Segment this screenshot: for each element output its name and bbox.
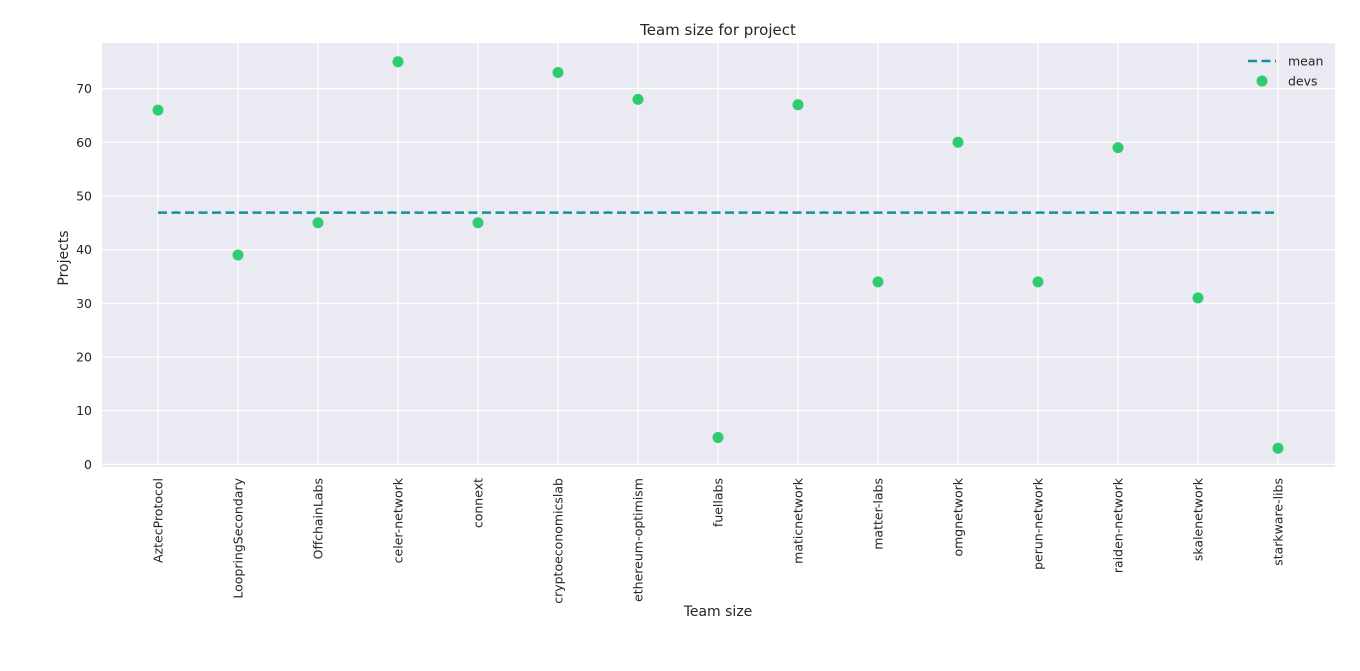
data-point (152, 104, 164, 116)
data-point (952, 136, 964, 148)
data-point (312, 217, 324, 229)
y-tick-label: 0 (84, 457, 92, 472)
y-tick-label: 30 (76, 296, 92, 311)
x-tick-label: raiden-network (1111, 477, 1126, 573)
data-point (712, 431, 724, 443)
x-tick-label: matter-labs (871, 478, 886, 550)
x-tick-label: starkware-libs (1271, 478, 1286, 566)
x-tick-label: maticnetwork (791, 477, 806, 564)
x-tick-label: perun-network (1031, 477, 1046, 570)
x-tick-label: OffchainLabs (311, 478, 326, 559)
data-point (792, 99, 804, 111)
y-tick-label: 40 (76, 242, 92, 257)
y-tick-label: 50 (76, 188, 92, 203)
x-tick-label: cryptoeconomicslab (551, 478, 566, 604)
data-point (232, 249, 244, 261)
legend-mean-label: mean (1288, 54, 1323, 69)
legend: mean devs (1248, 54, 1323, 89)
devs-series (152, 56, 1284, 454)
data-point (1112, 142, 1124, 154)
legend-devs-label: devs (1288, 74, 1318, 89)
data-point (472, 217, 484, 229)
data-point (632, 93, 644, 105)
x-tick-label: fuellabs (711, 478, 726, 527)
chart-title: Team size for project (639, 21, 796, 39)
y-tick-label: 20 (76, 349, 92, 364)
data-point (392, 56, 404, 68)
x-tick-label: skalenetwork (1191, 477, 1206, 561)
data-point (1192, 292, 1204, 304)
x-tick-label: LoopringSecondary (231, 477, 246, 598)
x-tick-label: AztecProtocol (151, 478, 166, 563)
x-tick-label: omgnetwork (951, 477, 966, 556)
y-tick-label: 10 (76, 403, 92, 418)
data-point (552, 67, 564, 79)
x-axis-label: Team size (683, 604, 753, 620)
x-tick-label: ethereum-optimism (631, 478, 646, 602)
y-tick-label: 70 (76, 81, 92, 96)
data-point (872, 276, 884, 288)
data-point (1032, 276, 1044, 288)
data-point (1272, 442, 1284, 454)
legend-devs-swatch (1256, 75, 1268, 87)
y-axis-label: Projects (56, 230, 72, 285)
x-tick-label: connext (471, 478, 486, 528)
y-tick-label: 60 (76, 135, 92, 150)
x-axis-ticks: AztecProtocol LoopringSecondary OffchainLa… (151, 477, 1286, 604)
y-axis-ticks: 0 10 20 30 40 50 60 70 (76, 81, 92, 472)
x-tick-label: celer-network (391, 477, 406, 563)
